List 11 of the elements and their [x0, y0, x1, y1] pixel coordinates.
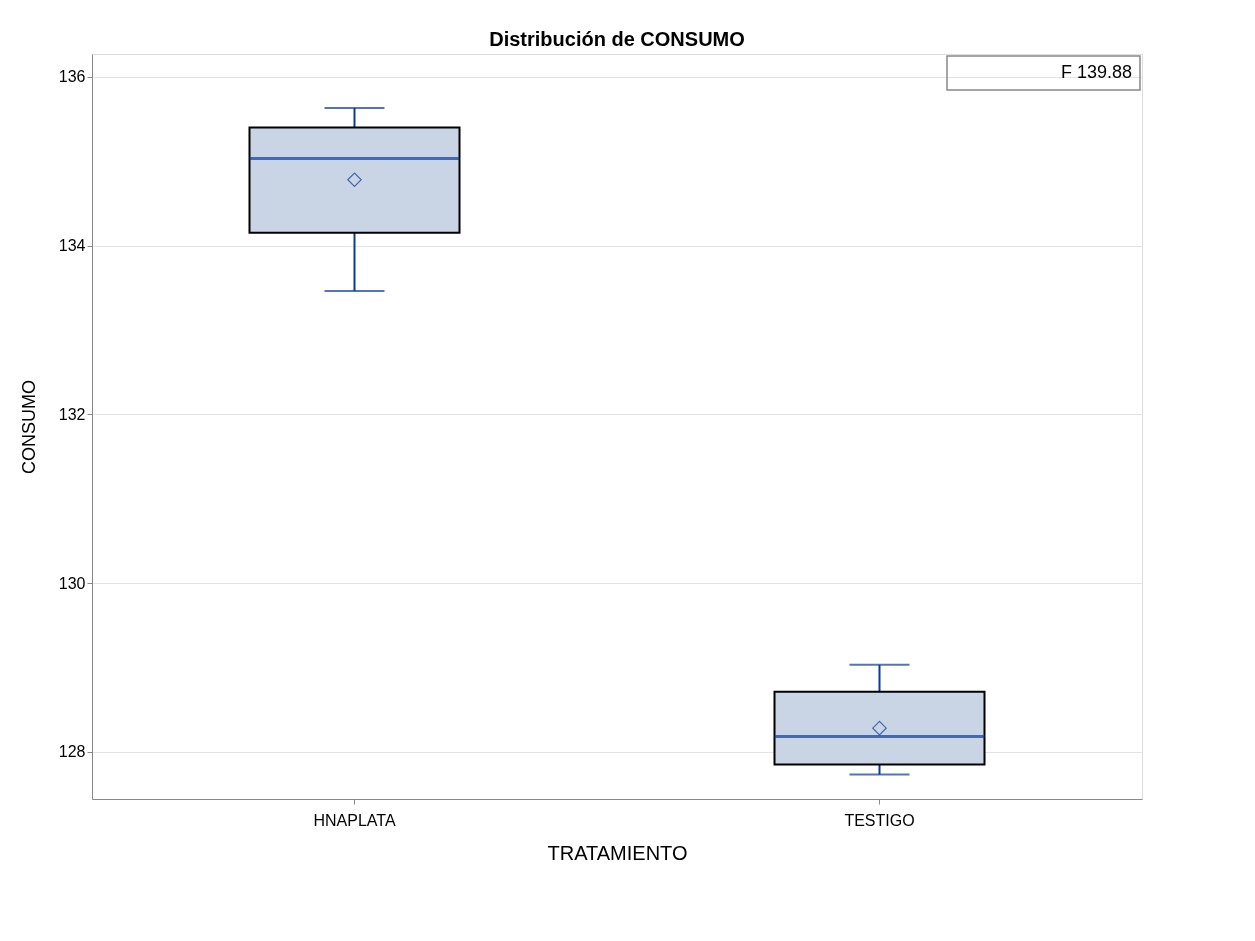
chart-title: Distribución de CONSUMO — [489, 28, 745, 50]
y-tick-label: 136 — [58, 68, 86, 86]
x-axis-title: TRATAMIENTO — [547, 841, 688, 864]
x-tick-label: HNAPLATA — [313, 811, 396, 829]
y-axis-title: CONSUMO — [18, 380, 39, 474]
y-tick-label: 132 — [58, 405, 86, 423]
y-tick-label: 130 — [58, 574, 86, 592]
y-tick-label: 128 — [58, 743, 86, 761]
annotation: F 139.88 — [1060, 62, 1132, 82]
x-tick-label: TESTIGO — [844, 811, 915, 829]
y-tick-label: 134 — [58, 237, 86, 255]
